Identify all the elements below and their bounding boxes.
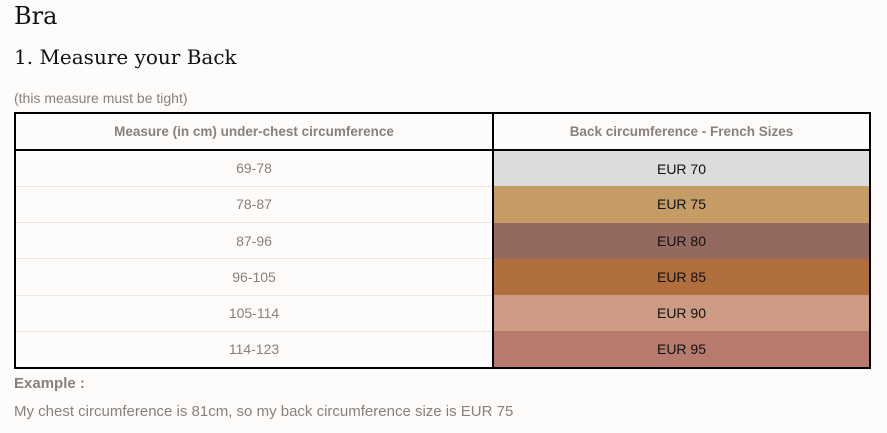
example-label: Example : <box>14 375 85 392</box>
example-text: My chest circumference is 81cm, so my ba… <box>14 403 514 420</box>
table-row: 96-105 EUR 85 <box>15 258 870 296</box>
size-cell: EUR 90 <box>493 295 870 332</box>
measure-note: (this measure must be tight) <box>14 90 188 106</box>
section-title: 1. Measure your Back <box>14 45 237 69</box>
header-measure: Measure (in cm) under-chest circumferenc… <box>15 113 494 151</box>
size-cell: EUR 95 <box>493 331 870 368</box>
measure-cell: 78-87 <box>15 186 494 224</box>
table-row: 105-114 EUR 90 <box>15 295 870 332</box>
header-back-size: Back circumference - French Sizes <box>493 113 870 151</box>
table-row: 69-78 EUR 70 <box>15 150 870 187</box>
measure-cell: 69-78 <box>15 150 494 187</box>
size-cell: EUR 75 <box>493 186 870 223</box>
measure-cell: 87-96 <box>15 222 494 260</box>
size-cell: EUR 70 <box>493 150 870 187</box>
table-row: 87-96 EUR 80 <box>15 222 870 260</box>
size-cell: EUR 80 <box>493 222 870 259</box>
page-title: Bra <box>14 2 58 30</box>
measure-cell: 96-105 <box>15 258 494 296</box>
table-header-row: Measure (in cm) under-chest circumferenc… <box>15 113 870 151</box>
table-row: 114-123 EUR 95 <box>15 331 870 368</box>
measure-cell: 114-123 <box>15 331 494 368</box>
size-cell: EUR 85 <box>493 258 870 296</box>
size-table: Measure (in cm) under-chest circumferenc… <box>14 112 871 369</box>
table-row: 78-87 EUR 75 <box>15 186 870 224</box>
measure-cell: 105-114 <box>15 295 494 332</box>
